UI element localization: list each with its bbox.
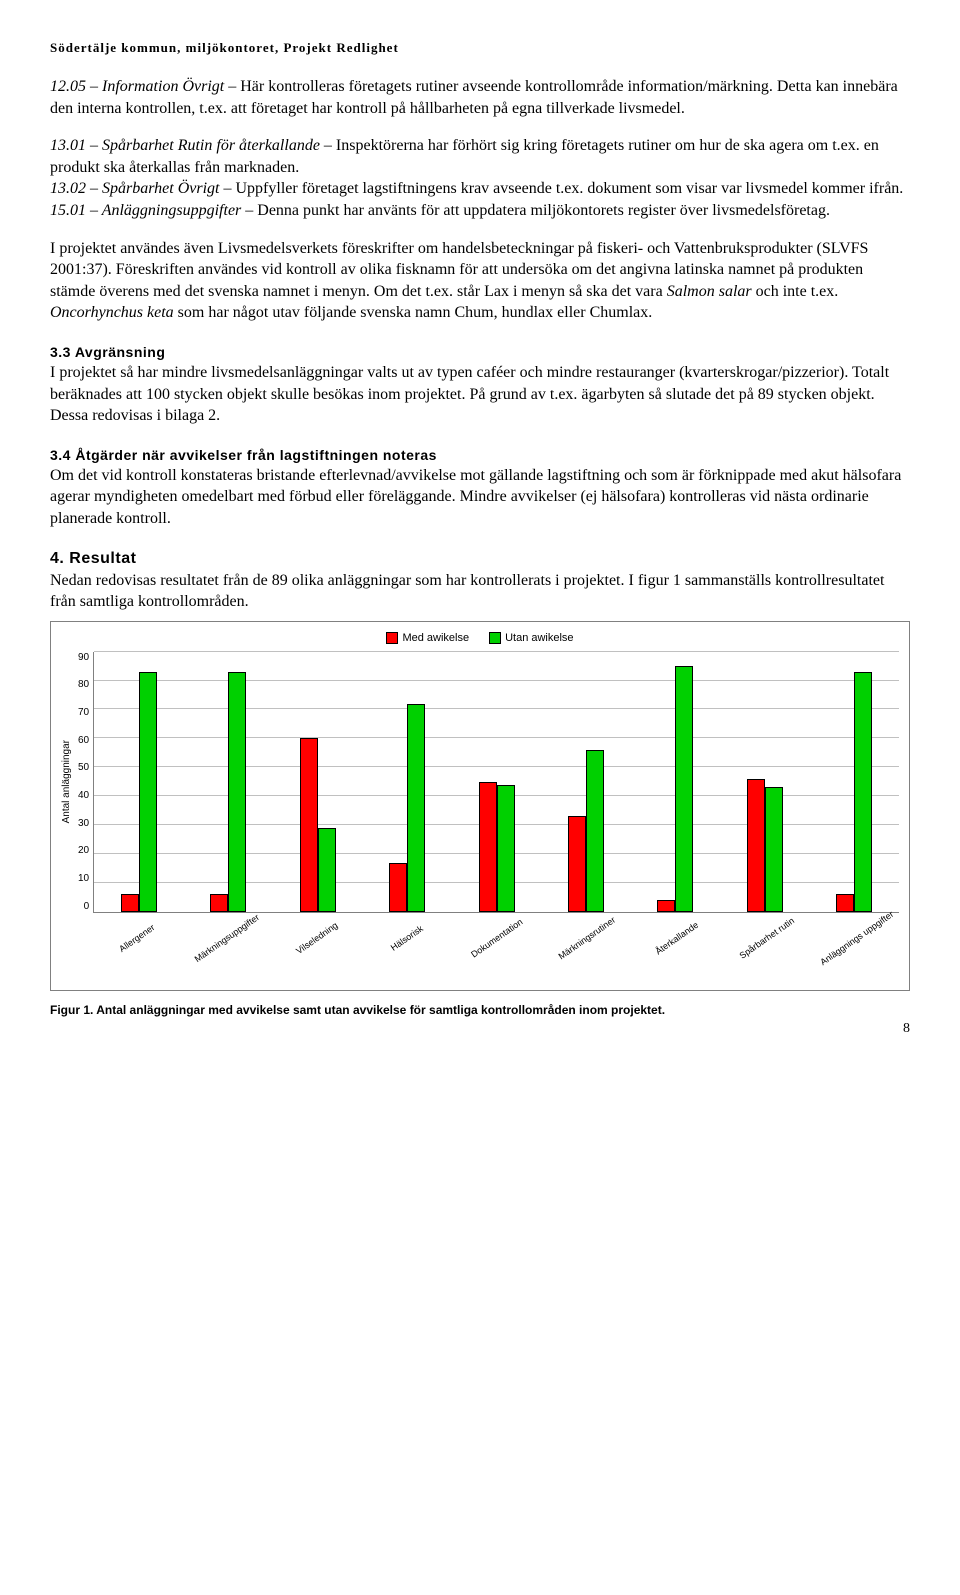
chart-legend: Med awikelse Utan awikelse <box>61 632 899 644</box>
x-axis-labels: AllergenerMärkningsuppgifterVilseledning… <box>89 916 899 986</box>
y-tick: 90 <box>78 652 89 663</box>
chart-plot <box>93 652 899 913</box>
bar-group <box>94 652 183 912</box>
para5-italic1: Salmon salar <box>667 283 752 300</box>
bar-group <box>452 652 541 912</box>
legend-swatch-med <box>386 632 398 644</box>
bar-group <box>631 652 720 912</box>
bar-med <box>836 894 854 911</box>
y-axis-label: Antal anläggningar <box>61 740 72 823</box>
heading-3-4: 3.4 Åtgärder när avvikelser från lagstif… <box>50 447 910 463</box>
y-tick: 10 <box>78 873 89 884</box>
paragraph-12-05: 12.05 – Information Övrigt – Här kontrol… <box>50 76 910 119</box>
chart-plot-area: Antal anläggningar 90 80 70 60 50 40 30 20 10 0 <box>61 652 899 912</box>
bar-utan <box>765 787 783 911</box>
para5b: och inte t.ex. <box>752 283 839 300</box>
y-tick: 20 <box>78 845 89 856</box>
para1-lead: 12.05 – Information Övrigt – <box>50 78 240 95</box>
y-tick: 30 <box>78 818 89 829</box>
bar-utan <box>228 672 246 912</box>
y-tick: 0 <box>84 901 90 912</box>
para2-lead: 13.01 – Spårbarhet Rutin för återkalland… <box>50 137 336 154</box>
bar-med <box>210 894 228 911</box>
y-axis: 90 80 70 60 50 40 30 20 10 0 <box>78 652 93 912</box>
paragraph-13-02: 13.02 – Spårbarhet Övrigt – Uppfyller fö… <box>50 178 910 200</box>
chart-container: Med awikelse Utan awikelse Antal anläggn… <box>50 621 910 991</box>
paragraph-13-01: 13.01 – Spårbarhet Rutin för återkalland… <box>50 135 910 178</box>
y-tick: 80 <box>78 679 89 690</box>
bar-group <box>362 652 451 912</box>
bar-med <box>747 779 765 912</box>
legend-label-med: Med awikelse <box>402 632 469 644</box>
para5c: som har något utav följande svenska namn… <box>174 304 653 321</box>
bar-utan <box>139 672 157 912</box>
para3-rest: Uppfyller företaget lagstiftningens krav… <box>235 180 903 197</box>
bar-utan <box>407 704 425 912</box>
bar-group <box>541 652 630 912</box>
heading-3-3: 3.3 Avgränsning <box>50 344 910 360</box>
y-tick: 60 <box>78 735 89 746</box>
bar-utan <box>854 672 872 912</box>
bar-med <box>300 738 318 911</box>
paragraph-fisk: I projektet användes även Livsmedelsverk… <box>50 238 910 324</box>
para4-rest: Denna punkt har använts för att uppdater… <box>257 202 830 219</box>
bar-group <box>184 652 273 912</box>
bar-utan <box>497 785 515 912</box>
paragraph-15-01: 15.01 – Anläggningsuppgifter – Denna pun… <box>50 200 910 222</box>
bar-utan <box>318 828 336 912</box>
bar-med <box>389 863 407 912</box>
page-header: Södertälje kommun, miljökontoret, Projek… <box>50 40 910 56</box>
para4-lead: 15.01 – Anläggningsuppgifter – <box>50 202 257 219</box>
page-number: 8 <box>50 1021 910 1037</box>
y-axis-wrap: Antal anläggningar 90 80 70 60 50 40 30 20 10 0 <box>61 652 93 912</box>
bar-med <box>657 900 675 912</box>
para5-italic2: Oncorhynchus keta <box>50 304 174 321</box>
bar-utan <box>675 666 693 912</box>
bar-med <box>121 894 139 911</box>
body-3-4: Om det vid kontroll konstateras bristand… <box>50 465 910 530</box>
body-4: Nedan redovisas resultatet från de 89 ol… <box>50 570 910 613</box>
bar-group <box>720 652 809 912</box>
legend-label-utan: Utan awikelse <box>505 632 573 644</box>
y-tick: 70 <box>78 707 89 718</box>
y-tick: 50 <box>78 762 89 773</box>
bar-utan <box>586 750 604 912</box>
bar-group <box>273 652 362 912</box>
body-3-3: I projektet så har mindre livsmedelsanlä… <box>50 362 910 427</box>
legend-item-utan: Utan awikelse <box>489 632 573 644</box>
para3-lead: 13.02 – Spårbarhet Övrigt – <box>50 180 235 197</box>
heading-4: 4. Resultat <box>50 550 910 568</box>
x-label: Anläggnings uppgifter <box>817 908 931 1017</box>
legend-item-med: Med awikelse <box>386 632 469 644</box>
bar-med <box>568 816 586 911</box>
bar-group <box>810 652 899 912</box>
legend-swatch-utan <box>489 632 501 644</box>
y-tick: 40 <box>78 790 89 801</box>
bar-med <box>479 782 497 912</box>
